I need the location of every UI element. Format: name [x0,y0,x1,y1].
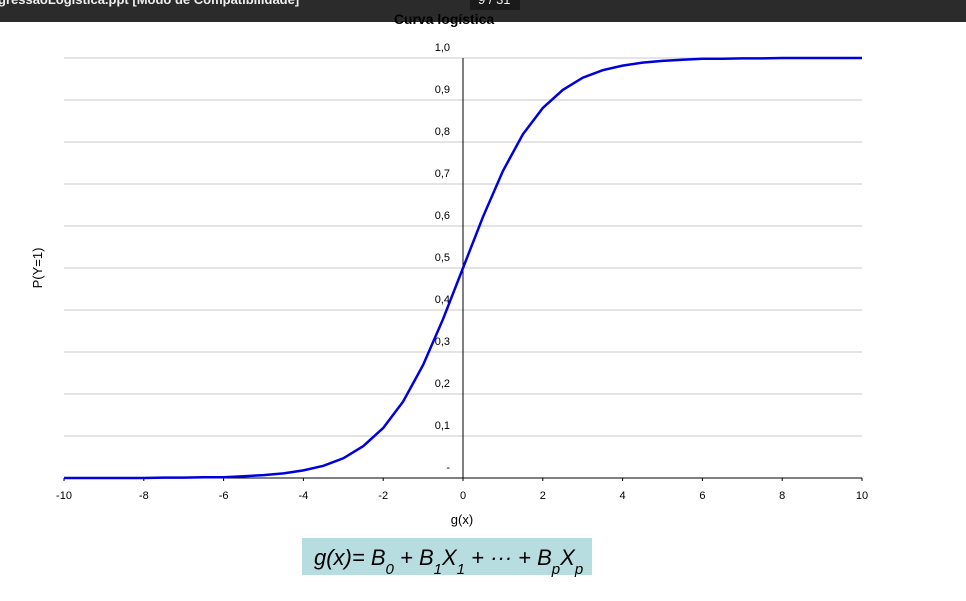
formula-text: X [441,545,458,570]
y-tick-label: 1,0 [435,42,450,54]
x-tick-label: 0 [460,490,466,502]
title-bar [0,0,966,22]
logistic-curve [64,56,862,480]
y-tick-label: 0,6 [435,210,450,222]
formula-subscript: p [551,561,560,578]
formula-text: X [559,545,576,570]
formula: g(x)= B0 + B1X1 + ··· + BpXp [314,545,583,578]
y-axis-label: P(Y=1) [30,248,45,289]
formula-subscript: 1 [434,561,442,578]
formula-subscript: 0 [386,561,395,578]
x-tick-label: 2 [540,490,546,502]
x-tick-label: 4 [620,490,626,502]
x-axis-label: g(x) [451,512,473,527]
y-tick-label: 0,9 [435,84,450,96]
formula-subscript: 1 [457,561,465,578]
x-tick-label: 10 [856,490,868,502]
x-tick-label: 8 [779,490,785,502]
y-tick-label: 0,2 [435,378,450,390]
page-number: 9 / 31 [478,0,511,7]
window-title: gressaoLogistica.ppt [Modo de Compatibil… [0,0,299,7]
y-tick-label: 0,3 [435,336,450,348]
formula-text: + B [394,545,434,570]
formula-text: + ··· + B [465,545,552,570]
x-tick-label: -10 [56,490,72,502]
y-tick-label: - [446,462,450,474]
y-tick-label: 0,8 [435,126,450,138]
chart-title: Curva logística [394,11,495,27]
x-tick-label: -4 [299,490,309,502]
page-box [470,0,520,10]
x-tick-label: -8 [139,490,149,502]
y-tick-label: 0,4 [435,294,450,306]
x-tick-label: -6 [219,490,229,502]
y-tick-label: 0,5 [435,252,450,264]
formula-box [302,538,592,575]
x-tick-label: 6 [699,490,705,502]
y-tick-label: 0,7 [435,168,450,180]
x-tick-label: -2 [378,490,388,502]
y-tick-label: 0,1 [435,420,450,432]
formula-text: g(x)= B [314,545,386,570]
formula-subscript: p [574,561,583,578]
